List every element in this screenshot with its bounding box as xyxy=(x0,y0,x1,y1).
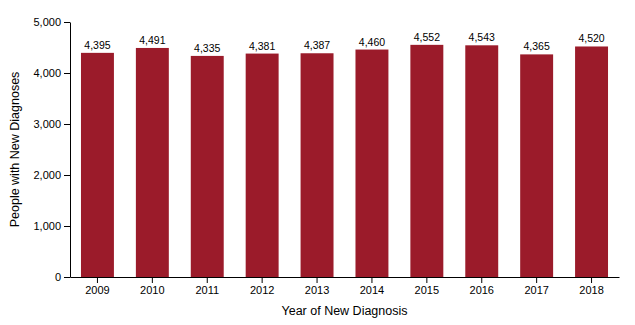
y-tick-label: 5,000 xyxy=(33,16,61,28)
bar xyxy=(355,50,388,277)
data-label: 4,491 xyxy=(139,34,165,46)
x-tick: 2015 xyxy=(415,277,439,296)
x-tick-mark xyxy=(317,277,318,283)
bar xyxy=(301,53,334,277)
bar xyxy=(81,53,114,277)
x-tick: 2016 xyxy=(470,277,494,296)
bars xyxy=(81,45,608,277)
y-tick: 0 xyxy=(55,271,70,283)
x-tick: 2010 xyxy=(140,277,164,296)
bar xyxy=(246,54,279,277)
x-tick-mark xyxy=(97,277,98,283)
y-tick-mark xyxy=(64,277,70,278)
y-tick-mark xyxy=(64,22,70,23)
bar xyxy=(575,46,608,277)
data-label: 4,520 xyxy=(578,32,604,44)
y-axis-title: People with New Diagnoses xyxy=(8,72,22,228)
x-axis-title: Year of New Diagnosis xyxy=(282,304,408,318)
data-label: 4,381 xyxy=(249,40,275,52)
x-tick-mark xyxy=(536,277,537,283)
data-label: 4,543 xyxy=(469,31,495,43)
y-axis: 0 1,000 2,000 3,000 4,000 5,000 xyxy=(33,16,70,283)
x-tick-label: 2014 xyxy=(360,284,384,296)
x-tick: 2009 xyxy=(85,277,109,296)
y-tick-mark xyxy=(64,73,70,74)
bar xyxy=(191,56,224,277)
y-tick-mark xyxy=(64,124,70,125)
x-tick: 2013 xyxy=(305,277,329,296)
x-tick-mark xyxy=(591,277,592,283)
x-axis: 2009 2010 2011 2012 2013 2014 2015 2016 2017 2018 xyxy=(71,277,620,296)
y-tick: 1,000 xyxy=(33,220,70,232)
x-tick-label: 2012 xyxy=(250,284,274,296)
x-tick-label: 2011 xyxy=(195,284,219,296)
x-tick-mark xyxy=(481,277,482,283)
x-tick-label: 2009 xyxy=(85,284,109,296)
y-tick-label: 1,000 xyxy=(33,220,61,232)
data-label: 4,395 xyxy=(84,39,110,51)
y-tick: 5,000 xyxy=(33,16,70,28)
x-tick: 2017 xyxy=(524,277,548,296)
x-axis-line xyxy=(71,277,620,278)
x-tick-mark xyxy=(371,277,372,283)
y-tick-label: 3,000 xyxy=(33,118,61,130)
data-label: 4,460 xyxy=(359,36,385,48)
x-tick: 2014 xyxy=(360,277,384,296)
bar xyxy=(410,45,443,277)
y-tick: 4,000 xyxy=(33,67,70,79)
bar xyxy=(520,54,553,277)
data-label: 4,387 xyxy=(304,39,330,51)
y-tick-mark xyxy=(64,226,70,227)
x-tick-label: 2015 xyxy=(415,284,439,296)
x-tick-label: 2016 xyxy=(470,284,494,296)
bar xyxy=(465,45,498,277)
y-axis-line xyxy=(70,23,71,278)
y-tick-mark xyxy=(64,175,70,176)
y-tick-label: 2,000 xyxy=(33,169,61,181)
x-tick-mark xyxy=(152,277,153,283)
x-tick-mark xyxy=(426,277,427,283)
y-tick-label: 4,000 xyxy=(33,67,61,79)
data-label: 4,335 xyxy=(194,42,220,54)
y-tick: 2,000 xyxy=(33,169,70,181)
x-tick: 2012 xyxy=(250,277,274,296)
data-label: 4,365 xyxy=(524,40,550,52)
x-tick-label: 2010 xyxy=(140,284,164,296)
x-tick-label: 2013 xyxy=(305,284,329,296)
bar xyxy=(136,48,169,277)
x-tick: 2018 xyxy=(579,277,603,296)
data-labels: 4,395 4,491 4,335 4,381 4,387 4,460 4,552 4,543… xyxy=(84,31,605,54)
x-tick-label: 2017 xyxy=(524,284,548,296)
data-label: 4,552 xyxy=(414,31,440,43)
x-tick-label: 2018 xyxy=(579,284,603,296)
x-tick-mark xyxy=(262,277,263,283)
plot: 01,0002,0003,0004,0005,00020092010201120… xyxy=(33,16,619,296)
y-tick-label: 0 xyxy=(55,271,61,283)
x-tick: 2011 xyxy=(195,277,219,296)
x-tick-mark xyxy=(207,277,208,283)
y-tick: 3,000 xyxy=(33,118,70,130)
chart: 01,0002,0003,0004,0005,00020092010201120… xyxy=(0,0,635,325)
